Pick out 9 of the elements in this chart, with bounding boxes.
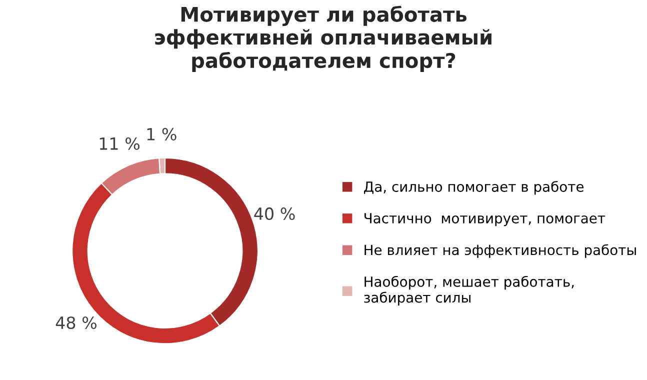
legend-label: Наоборот, мешает работать, забирает силы (364, 276, 574, 306)
legend-label: Частично мотивирует, помогает (364, 213, 606, 226)
data-label: 11 % (100, 137, 140, 150)
legend-label: Не влияет на эффективность работы (364, 244, 636, 258)
data-label: 40 % (254, 207, 295, 220)
data-label: 48 % (56, 316, 96, 330)
data-label: 1 % (147, 128, 176, 141)
legend-label: Да, сильно помогает в работе (364, 180, 584, 195)
chart-title: Мотивирует ли работать эффективней оплачиваемый работодателем спорт? (155, 6, 492, 72)
